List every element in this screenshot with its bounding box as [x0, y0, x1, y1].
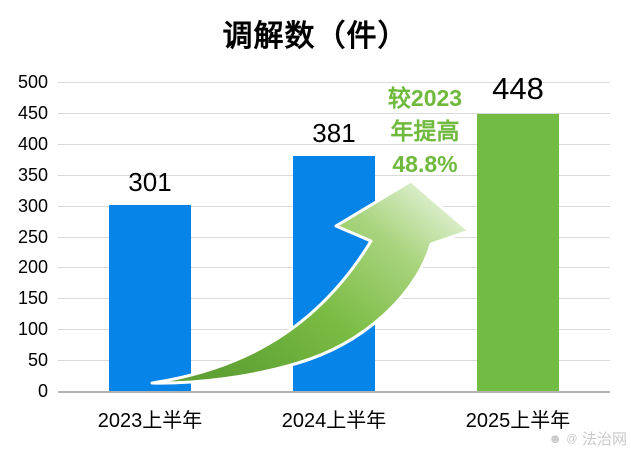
y-axis-tick-label: 0: [37, 381, 48, 401]
chart-title: 调解数（件）: [222, 20, 409, 53]
watermark-text: 法治网: [581, 431, 627, 448]
growth-annotation-line: 年提高: [390, 118, 460, 144]
bar-value-label: 301: [128, 166, 172, 197]
x-axis-tick-label: 2023上半年: [97, 410, 203, 432]
y-axis-tick-label: 400: [17, 133, 48, 154]
x-axis-tick-label: 2025上半年: [465, 410, 571, 432]
gridline: [58, 143, 610, 145]
y-axis-tick-label: 150: [17, 288, 48, 309]
y-axis-tick-label: 200: [17, 257, 48, 278]
bar-value-label: 381: [312, 117, 356, 148]
y-axis-tick-label: 100: [17, 319, 48, 340]
x-axis-line: [58, 391, 610, 393]
x-axis-tick-label: 2024上半年: [281, 410, 387, 432]
bar-value-label: 448: [492, 71, 544, 107]
watermark: ☻ @ 法治网: [548, 428, 627, 449]
gridline: [58, 112, 610, 114]
y-axis-tick-label: 250: [17, 226, 48, 247]
bar-2023上半年: [109, 204, 191, 391]
at-icon: @: [566, 432, 578, 445]
person-badge-icon: ☻: [548, 431, 562, 446]
gridline: [58, 82, 610, 83]
growth-annotation-line: 较2023: [387, 85, 463, 111]
growth-annotation-line: 48.8%: [392, 151, 458, 177]
y-axis-tick-label: 350: [17, 164, 48, 185]
y-axis-tick-label: 450: [17, 102, 48, 123]
y-axis-tick-label: 50: [27, 350, 48, 371]
growth-annotation: 较2023 年提高 48.8%: [352, 82, 498, 181]
y-axis-tick-label: 300: [17, 195, 48, 216]
y-axis-tick-label: 500: [17, 72, 48, 92]
bar-2025上半年: [477, 114, 559, 391]
bar-2024上半年: [293, 155, 375, 391]
